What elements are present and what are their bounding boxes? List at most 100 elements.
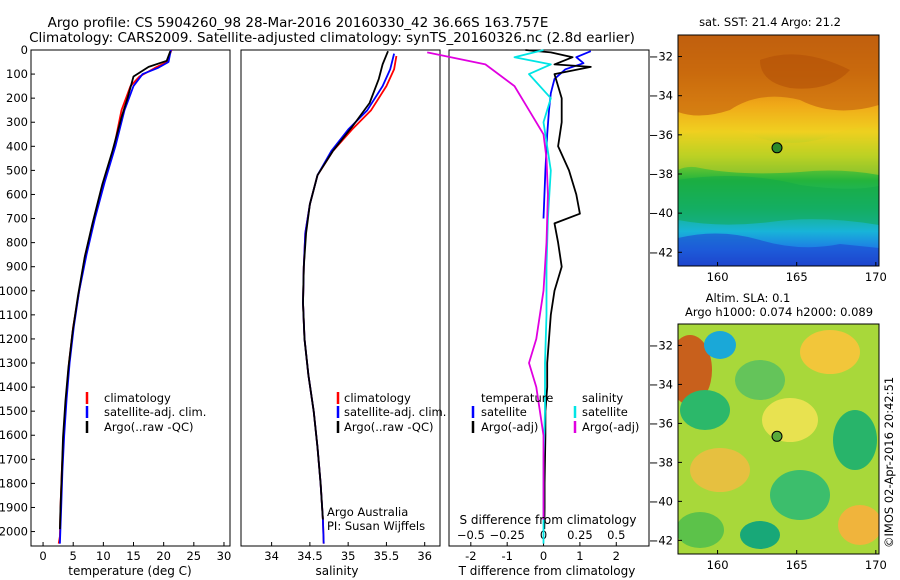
legend-s-argo: Argo(-adj) [582,420,639,434]
x-tick-label: 35.5 [374,549,400,563]
legend-argo: Argo(..raw -QC) [104,420,194,434]
map-y-tick-label: −40 [649,494,673,508]
sla-eddy-2 [704,331,736,359]
s-tick-label: 0.25 [567,528,593,542]
depth-tick-label: 0 [21,43,28,57]
series-line-t-argo-adj- [525,49,592,530]
sst-map-axes: 160 165 170 −32 −34 −36 −38 −40 −42 [649,50,887,284]
credit-pi: PI: Susan Wijffels [327,519,425,533]
sst-map: sat. SST: 21.4 Argo: 21.2 160 165 170 −32 −3… [649,15,887,284]
depth-tick-label: 200 [6,91,28,105]
salinity-legend: climatology satellite-adj. clim. Argo(..… [336,391,446,434]
sst-cool-band [678,176,879,225]
map-y-tick-label: −34 [649,377,673,391]
sla-eddy-12 [740,521,780,549]
temperature-axis: 0 5 10 15 20 25 30 [39,542,231,563]
sla-map-title: Altim. SLA: 0.1 [706,291,791,305]
x-tick-label: 10 [96,549,111,563]
map-x-tick-label: 160 [707,558,729,572]
series-line-s-argo-adj- [427,51,549,520]
difference-plot-frame [448,49,650,547]
depth-tick-label: 2000 [0,525,28,539]
salinity-series [302,50,398,544]
series-line-satellite-adj-clim- [59,49,172,544]
x-tick-label: 25 [186,549,201,563]
sst-field [678,35,879,266]
depth-tick-label: 1100 [0,308,28,322]
legend-t-argo: Argo(-adj) [481,420,538,434]
temperature-series [57,49,173,544]
x-tick-label: 15 [126,549,141,563]
sla-map-axes: 160 165 170 −32 −34 −36 −38 −40 −42 [649,338,887,572]
sst-warm-eddy [760,54,850,89]
s-difference-axis-label: S difference from climatology [460,513,637,527]
map-y-tick-label: −32 [649,50,673,64]
x-tick-label: 35 [341,549,356,563]
difference-legend: temperature satellite Argo(-adj) salinit… [471,391,639,434]
depth-tick-label: 1300 [0,356,28,370]
x-tick-label: 34 [264,549,279,563]
map-x-tick-label: 165 [786,270,808,284]
t-difference-axis-label: T difference from climatology [458,564,636,578]
temperature-plot-frame [30,49,231,547]
x-tick-label: 5 [70,549,77,563]
map-y-tick-label: −42 [649,245,673,259]
map-y-tick-label: −42 [649,533,673,547]
map-x-tick-label: 165 [786,558,808,572]
salinity-panel: 34 34.5 35 35.5 36 salinity climatology sate… [240,49,446,578]
depth-tick-label: 800 [6,236,28,250]
sla-map-frame [677,323,880,555]
map-y-tick-label: −32 [649,338,673,352]
sla-eddy-3 [800,330,860,374]
t-difference-axis: -2 -1 0 1 2 [465,542,620,563]
depth-tick-label: 400 [6,139,28,153]
depth-tick-label: 700 [6,212,28,226]
difference-panel: -2 -1 0 1 2 −0.5 −0.25 0 0.25 0.5 S difference f… [427,49,650,578]
sla-map-subtitle: Argo h1000: 0.074 h2000: 0.089 [685,305,873,319]
sla-eddy-1 [678,335,712,405]
depth-tick-label: 500 [6,163,28,177]
difference-series [427,49,592,544]
salinity-axis: 34 34.5 35 35.5 36 [264,542,432,563]
sla-eddy-7 [833,410,877,470]
salinity-plot-frame [240,49,441,547]
depth-tick-label: 300 [6,115,28,129]
temperature-panel: 0100200300400500600700800900100011001200… [0,43,231,578]
map-y-tick-label: −34 [649,89,673,103]
sst-argo-position-marker [771,142,783,154]
x-tick-label: 20 [156,549,171,563]
credit-argo-australia: Argo Australia [327,505,408,519]
x-tick-label: -1 [501,549,512,563]
legend-climatology: climatology [104,391,171,405]
x-tick-label: 36 [417,549,432,563]
depth-tick-label: 100 [6,67,28,81]
temperature-axis-label: temperature (deg C) [68,564,191,578]
map-y-tick-label: −38 [649,455,673,469]
depth-tick-label: 1400 [0,380,28,394]
map-y-tick-label: −36 [649,128,673,142]
legend-salinity-heading: salinity [582,391,623,405]
series-line-argo-raw-qc- [302,50,389,520]
s-tick-label: −0.25 [490,528,525,542]
legend-t-satellite: satellite [481,405,527,419]
depth-tick-label: 900 [6,260,28,274]
map-x-tick-label: 170 [865,558,887,572]
x-tick-label: 2 [613,549,620,563]
depth-tick-label: 1800 [0,476,28,490]
map-y-tick-label: −36 [649,416,673,430]
sst-cold-pool [678,233,879,266]
legend-s-satellite: satellite [582,405,628,419]
sla-eddy-8 [690,448,750,492]
legend-satellite: satellite-adj. clim. [344,405,446,419]
figure-title-line1: Argo profile: CS 5904260_98 28-Mar-2016 … [48,15,549,31]
depth-tick-label: 1000 [0,284,28,298]
sla-eddy-6 [762,398,818,442]
sst-map-title: sat. SST: 21.4 Argo: 21.2 [699,15,841,29]
map-x-tick-label: 160 [707,270,729,284]
x-tick-label: 0 [39,549,46,563]
x-tick-label: 1 [576,549,583,563]
s-tick-label: 0.5 [607,528,625,542]
depth-tick-label: 1200 [0,332,28,346]
legend-climatology: climatology [344,391,411,405]
